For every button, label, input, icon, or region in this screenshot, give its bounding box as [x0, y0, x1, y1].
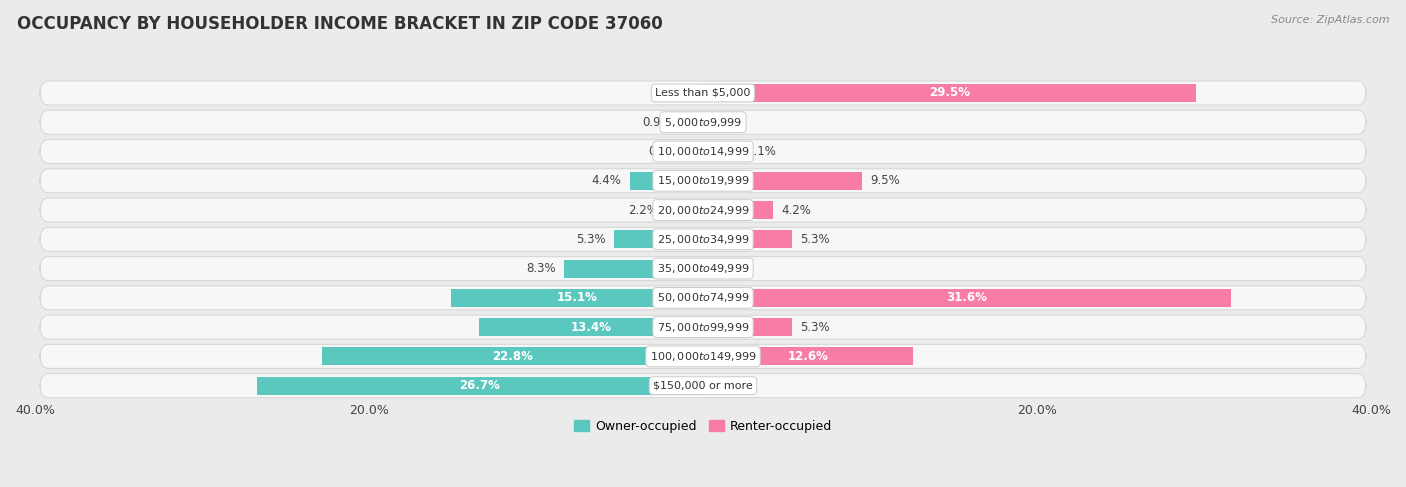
Text: $35,000 to $49,999: $35,000 to $49,999: [657, 262, 749, 275]
Text: $150,000 or more: $150,000 or more: [654, 381, 752, 391]
Text: 20.0%: 20.0%: [349, 404, 389, 417]
Text: 5.3%: 5.3%: [800, 233, 830, 246]
Text: $20,000 to $24,999: $20,000 to $24,999: [657, 204, 749, 217]
Text: 0.0%: 0.0%: [711, 379, 741, 392]
Bar: [479, 318, 703, 336]
Text: $50,000 to $74,999: $50,000 to $74,999: [657, 291, 749, 304]
Bar: [322, 347, 703, 365]
Text: 13.4%: 13.4%: [571, 320, 612, 334]
Bar: [703, 142, 738, 161]
FancyBboxPatch shape: [39, 344, 1367, 368]
Text: OCCUPANCY BY HOUSEHOLDER INCOME BRACKET IN ZIP CODE 37060: OCCUPANCY BY HOUSEHOLDER INCOME BRACKET …: [17, 15, 662, 33]
Text: $100,000 to $149,999: $100,000 to $149,999: [650, 350, 756, 363]
Text: $25,000 to $34,999: $25,000 to $34,999: [657, 233, 749, 246]
Text: 12.6%: 12.6%: [787, 350, 828, 363]
Text: $10,000 to $14,999: $10,000 to $14,999: [657, 145, 749, 158]
Bar: [703, 318, 792, 336]
Text: 20.0%: 20.0%: [1017, 404, 1057, 417]
Bar: [703, 289, 1230, 307]
Text: 29.5%: 29.5%: [929, 87, 970, 99]
Text: 15.1%: 15.1%: [557, 291, 598, 304]
Text: 5.3%: 5.3%: [576, 233, 606, 246]
Bar: [564, 260, 703, 278]
FancyBboxPatch shape: [39, 315, 1367, 339]
Text: 8.3%: 8.3%: [526, 262, 555, 275]
Bar: [693, 142, 703, 161]
Text: 4.2%: 4.2%: [782, 204, 811, 217]
Bar: [614, 230, 703, 248]
FancyBboxPatch shape: [39, 227, 1367, 251]
Text: 9.5%: 9.5%: [870, 174, 900, 187]
Bar: [699, 84, 703, 102]
Bar: [703, 84, 1195, 102]
Text: 0.91%: 0.91%: [643, 116, 679, 129]
FancyBboxPatch shape: [39, 257, 1367, 281]
Text: 22.8%: 22.8%: [492, 350, 533, 363]
Text: 0.23%: 0.23%: [654, 87, 690, 99]
Text: $15,000 to $19,999: $15,000 to $19,999: [657, 174, 749, 187]
Text: 2.2%: 2.2%: [628, 204, 658, 217]
FancyBboxPatch shape: [39, 110, 1367, 134]
Text: 0.57%: 0.57%: [648, 145, 685, 158]
Text: 26.7%: 26.7%: [460, 379, 501, 392]
FancyBboxPatch shape: [39, 198, 1367, 222]
Text: 5.3%: 5.3%: [800, 320, 830, 334]
FancyBboxPatch shape: [39, 139, 1367, 164]
Bar: [703, 230, 792, 248]
Text: 0.0%: 0.0%: [711, 116, 741, 129]
Bar: [451, 289, 703, 307]
Text: $75,000 to $99,999: $75,000 to $99,999: [657, 320, 749, 334]
FancyBboxPatch shape: [39, 374, 1367, 398]
Text: Source: ZipAtlas.com: Source: ZipAtlas.com: [1271, 15, 1389, 25]
Text: 4.4%: 4.4%: [592, 174, 621, 187]
Bar: [257, 376, 703, 395]
Text: 0.0%: 0.0%: [711, 262, 741, 275]
Bar: [703, 201, 773, 219]
Text: Less than $5,000: Less than $5,000: [655, 88, 751, 98]
Text: 31.6%: 31.6%: [946, 291, 987, 304]
Text: 2.1%: 2.1%: [747, 145, 776, 158]
Bar: [703, 172, 862, 190]
Legend: Owner-occupied, Renter-occupied: Owner-occupied, Renter-occupied: [568, 415, 838, 438]
FancyBboxPatch shape: [39, 81, 1367, 105]
Bar: [666, 201, 703, 219]
Text: 40.0%: 40.0%: [15, 404, 55, 417]
Text: 40.0%: 40.0%: [1351, 404, 1391, 417]
FancyBboxPatch shape: [39, 169, 1367, 193]
Text: $5,000 to $9,999: $5,000 to $9,999: [664, 116, 742, 129]
Bar: [630, 172, 703, 190]
Bar: [703, 347, 914, 365]
FancyBboxPatch shape: [39, 286, 1367, 310]
Bar: [688, 113, 703, 131]
